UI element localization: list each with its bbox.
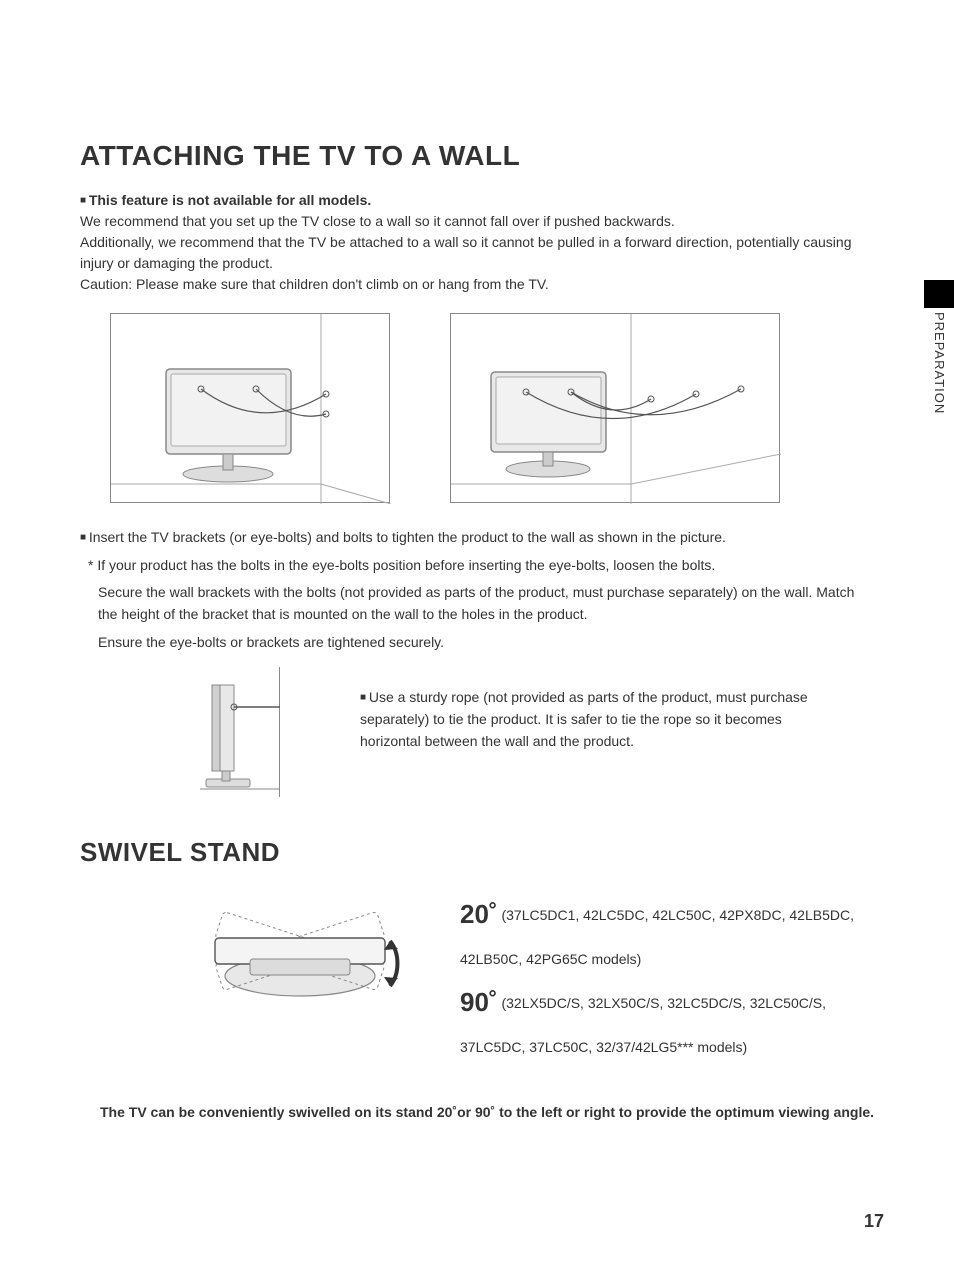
section1-title: ATTACHING THE TV TO A WALL bbox=[80, 140, 874, 172]
intro-p3: Caution: Please make sure that children … bbox=[80, 274, 874, 295]
swivel-20-line: 20˚ (37LC5DC1, 42LC5DC, 42LC50C, 42PX8DC… bbox=[460, 886, 874, 974]
intro-block: This feature is not available for all mo… bbox=[80, 190, 874, 295]
side-tab: PREPARATION bbox=[924, 280, 954, 440]
angle-20: 20˚ bbox=[460, 899, 498, 929]
models-20: (37LC5DC1, 42LC5DC, 42LC50C, 42PX8DC, 42… bbox=[460, 907, 854, 966]
bullet-insert-brackets: Insert the TV brackets (or eye-bolts) an… bbox=[80, 527, 874, 549]
plain-tighten: Ensure the eye-bolts or brackets are tig… bbox=[80, 632, 874, 654]
diagrams-row bbox=[110, 313, 874, 503]
models-90: (32LX5DC/S, 32LX50C/S, 32LC5DC/S, 32LC50… bbox=[460, 995, 826, 1054]
diagram-rope-side bbox=[200, 667, 280, 797]
intro-note: This feature is not available for all mo… bbox=[80, 190, 874, 211]
angle-90: 90˚ bbox=[460, 987, 498, 1017]
plain-secure-brackets: Secure the wall brackets with the bolts … bbox=[80, 582, 874, 625]
diagram-wall-mount-angled bbox=[450, 313, 780, 503]
diagram-wall-mount-front bbox=[110, 313, 390, 503]
swivel-note: The TV can be conveniently swivelled on … bbox=[80, 1102, 874, 1123]
rope-row: Use a sturdy rope (not provided as parts… bbox=[200, 667, 874, 797]
section2-title: SWIVEL STAND bbox=[80, 837, 874, 868]
swivel-specs: 20˚ (37LC5DC1, 42LC5DC, 42LC50C, 42PX8DC… bbox=[460, 886, 874, 1062]
swivel-90-line: 90˚ (32LX5DC/S, 32LX50C/S, 32LC5DC/S, 32… bbox=[460, 974, 874, 1062]
intro-p2: Additionally, we recommend that the TV b… bbox=[80, 232, 874, 274]
swivel-row: 20˚ (37LC5DC1, 42LC5DC, 42LC50C, 42PX8DC… bbox=[190, 886, 874, 1062]
star-loosen-bolts: If your product has the bolts in the eye… bbox=[80, 555, 874, 577]
side-tab-marker bbox=[924, 280, 954, 308]
rope-instruction: Use a sturdy rope (not provided as parts… bbox=[360, 667, 830, 752]
diagram-swivel-stand bbox=[190, 896, 420, 1016]
side-tab-label: PREPARATION bbox=[932, 312, 947, 414]
intro-p1: We recommend that you set up the TV clos… bbox=[80, 211, 874, 232]
page-number: 17 bbox=[864, 1211, 884, 1232]
